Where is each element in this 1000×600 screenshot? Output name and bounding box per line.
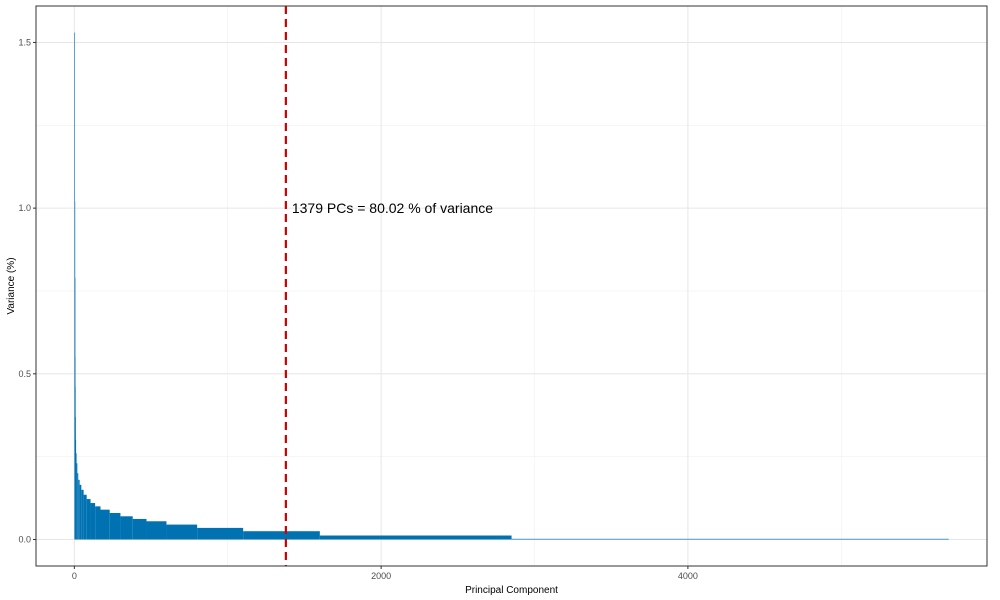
bar [78, 479, 80, 540]
bar [77, 473, 79, 540]
bar [243, 531, 320, 540]
grid-minor [36, 6, 987, 566]
bar [75, 453, 77, 540]
panel-border [35, 5, 988, 567]
x-tick-label: 4000 [678, 571, 698, 581]
bar [75, 440, 77, 540]
bar [511, 538, 949, 540]
bar [197, 527, 244, 540]
x-tick-label: 2000 [371, 571, 391, 581]
x-axis-ticks: 0 2000 4000 [72, 566, 698, 581]
bar [146, 521, 167, 540]
bar [166, 524, 198, 540]
y-tick-label: 1.5 [18, 37, 31, 47]
x-tick-label: 0 [72, 571, 77, 581]
bar [79, 484, 82, 540]
bar [95, 506, 101, 540]
bar [83, 494, 87, 540]
bar [76, 463, 78, 540]
bars [74, 32, 949, 540]
bar [120, 516, 133, 540]
bar [86, 499, 91, 540]
y-tick-label: 0.0 [18, 534, 31, 544]
bar [100, 509, 110, 540]
y-tick-label: 0.5 [18, 369, 31, 379]
bar [90, 503, 96, 540]
bar [81, 489, 84, 540]
bar [132, 518, 147, 540]
x-axis-title: Principal Component [465, 585, 558, 596]
bar [109, 512, 121, 540]
y-axis-title: Variance (%) [6, 257, 17, 314]
annotation-label: 1379 PCs = 80.02 % of variance [292, 200, 493, 216]
y-axis-ticks: 0.0 0.5 1.0 1.5 [18, 37, 36, 544]
bar [75, 416, 76, 540]
bar [319, 535, 512, 540]
y-tick-label: 1.0 [18, 203, 31, 213]
